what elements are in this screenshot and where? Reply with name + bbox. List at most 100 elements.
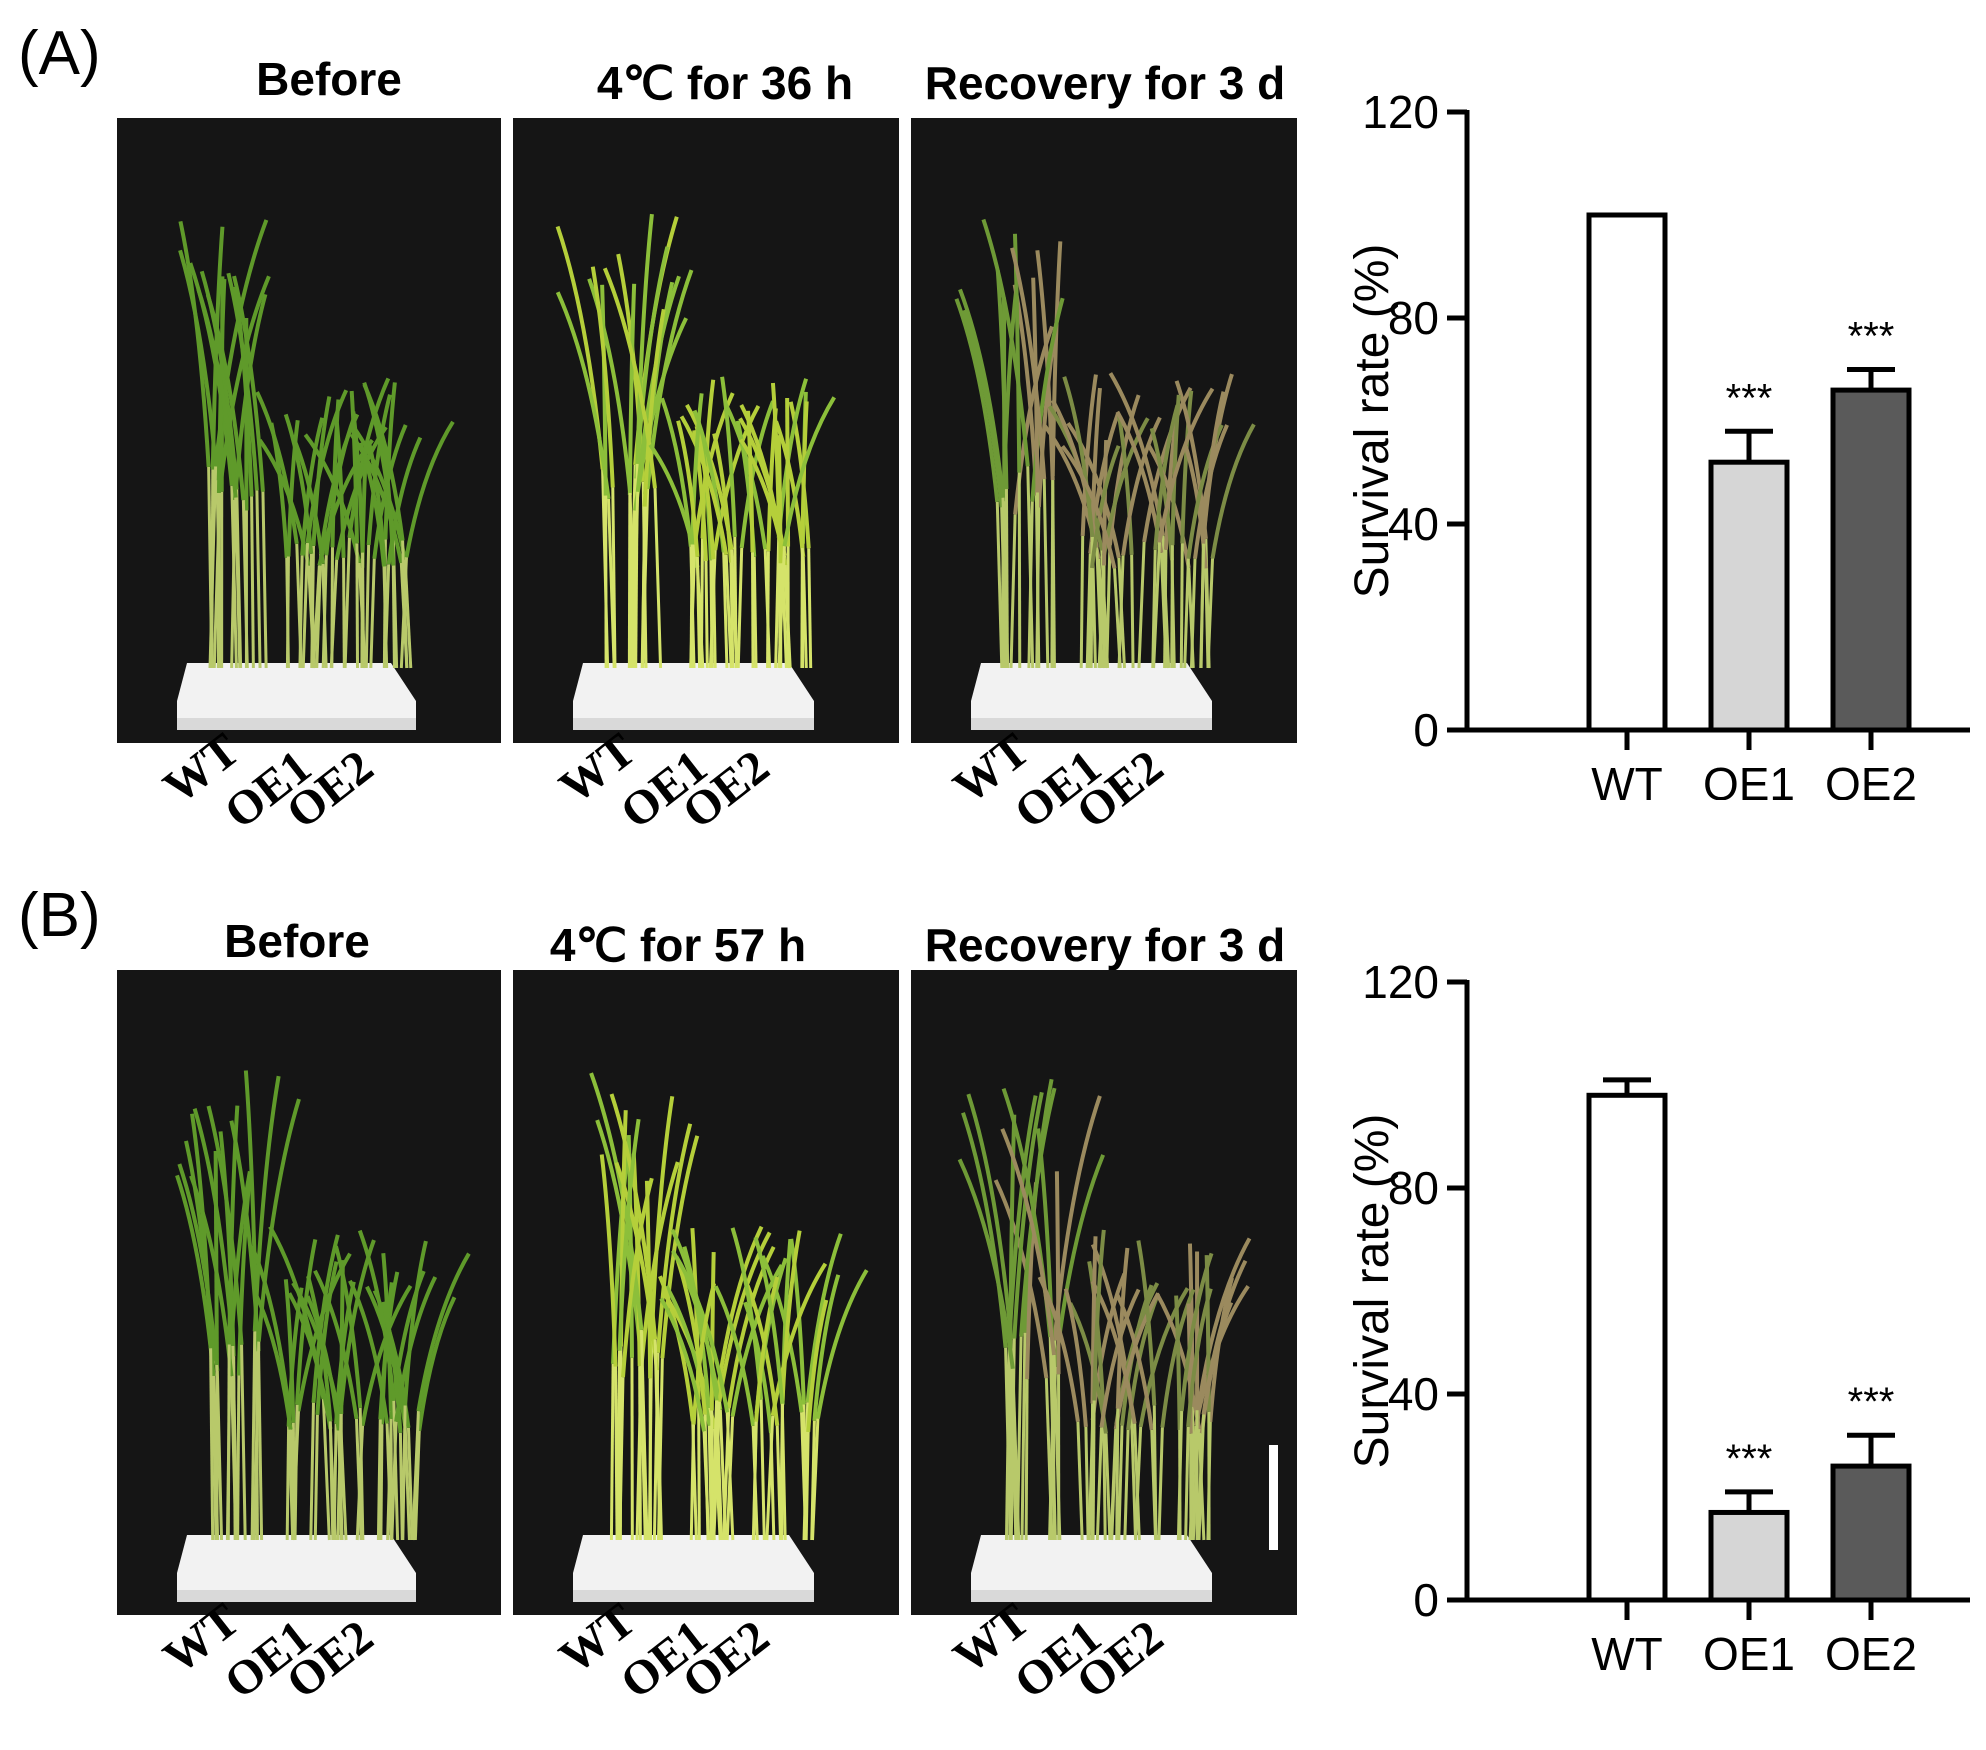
y-tick-label: 0 [1413,704,1439,756]
leaf [1157,387,1215,543]
leaf [303,433,362,564]
stem [1095,1427,1103,1541]
leaf [1117,415,1134,555]
leaf [720,376,737,538]
leaf [348,1279,390,1424]
x-tick-label: OE2 [1825,1628,1917,1670]
stem [1189,558,1197,669]
leaf [1196,1237,1252,1405]
leaf [691,1282,717,1425]
photo-title-a-2: 4℃ for 36 h [596,57,854,109]
stem [1197,1414,1206,1541]
stem [1129,1406,1138,1541]
stem [1112,568,1122,669]
stem [1199,543,1205,669]
stem [1095,547,1104,669]
leaf [252,1075,281,1332]
leaf [1115,1294,1154,1431]
leaf [177,1163,220,1371]
leaf [178,249,219,481]
stem [752,1421,758,1541]
leaf [1136,1240,1157,1406]
stem [240,1344,247,1541]
leaf [805,1233,843,1403]
stem [209,1348,215,1541]
stem [1157,1427,1164,1541]
bar [1708,1509,1790,1603]
tray [971,1535,1212,1590]
plant-illustration [175,1070,471,1602]
leaf [366,394,392,546]
leaf [957,1158,1015,1369]
tray [177,1535,416,1590]
leaf [620,1177,654,1378]
leaf [789,1238,806,1405]
stem [1152,1405,1158,1541]
leaf [1063,1288,1088,1428]
stem [697,1399,701,1541]
bar [1586,212,1668,733]
stem [391,565,396,669]
stem [1009,514,1017,669]
stem [1087,567,1094,669]
stem [689,1424,696,1541]
leaf [349,390,359,544]
tray-edge [971,718,1212,730]
photo-title-a-3: Recovery for 3 d [924,57,1286,109]
leaf [362,383,405,541]
stem [653,1339,662,1541]
y-tick-label: 120 [1362,86,1439,138]
leaf [1037,1276,1080,1422]
plant-photo-a-cold [513,118,899,743]
stem [736,547,744,669]
y-tick-label: 0 [1413,1574,1439,1626]
tray-edge [177,718,416,730]
leaf [1019,1087,1057,1337]
tray [177,663,416,718]
leaf [311,396,332,546]
y-tick-label: 80 [1388,292,1439,344]
plant-photo-a-recovery [911,118,1297,743]
plant-illustration [957,1078,1278,1602]
leaf [216,278,227,494]
stem [765,1415,775,1541]
stem [342,557,346,669]
leaf [1160,1288,1196,1428]
leaf [961,1112,1008,1348]
stem [301,542,310,669]
leaf [1186,424,1224,559]
leaf [954,298,1000,503]
leaf [1149,427,1175,561]
bar [1586,1092,1668,1603]
leaf [743,1301,773,1434]
stem [631,491,640,669]
stem [618,1377,625,1541]
leaf [178,220,211,468]
stem [369,558,376,669]
stem [1137,541,1146,669]
leaf [782,396,836,547]
tray [573,663,814,718]
stem [261,491,268,669]
leaf [812,1274,841,1421]
stem [638,1366,642,1541]
photo-title-b-2: 4℃ for 57 h [549,919,807,971]
stem [309,1402,315,1541]
plant-illustration [555,213,836,730]
leaf [394,1276,438,1422]
leaf [1180,390,1194,544]
leaf [642,308,666,507]
leaf [1201,391,1226,544]
leaf [709,1252,716,1411]
leaf [1107,394,1141,546]
leaf [1035,250,1055,481]
leaf [770,1262,828,1416]
stem [321,1398,331,1541]
stem [1130,554,1135,669]
leaf [196,288,238,498]
leaf [1008,1114,1017,1349]
leaf [788,401,811,549]
stem [411,1411,420,1541]
stem [653,488,663,669]
